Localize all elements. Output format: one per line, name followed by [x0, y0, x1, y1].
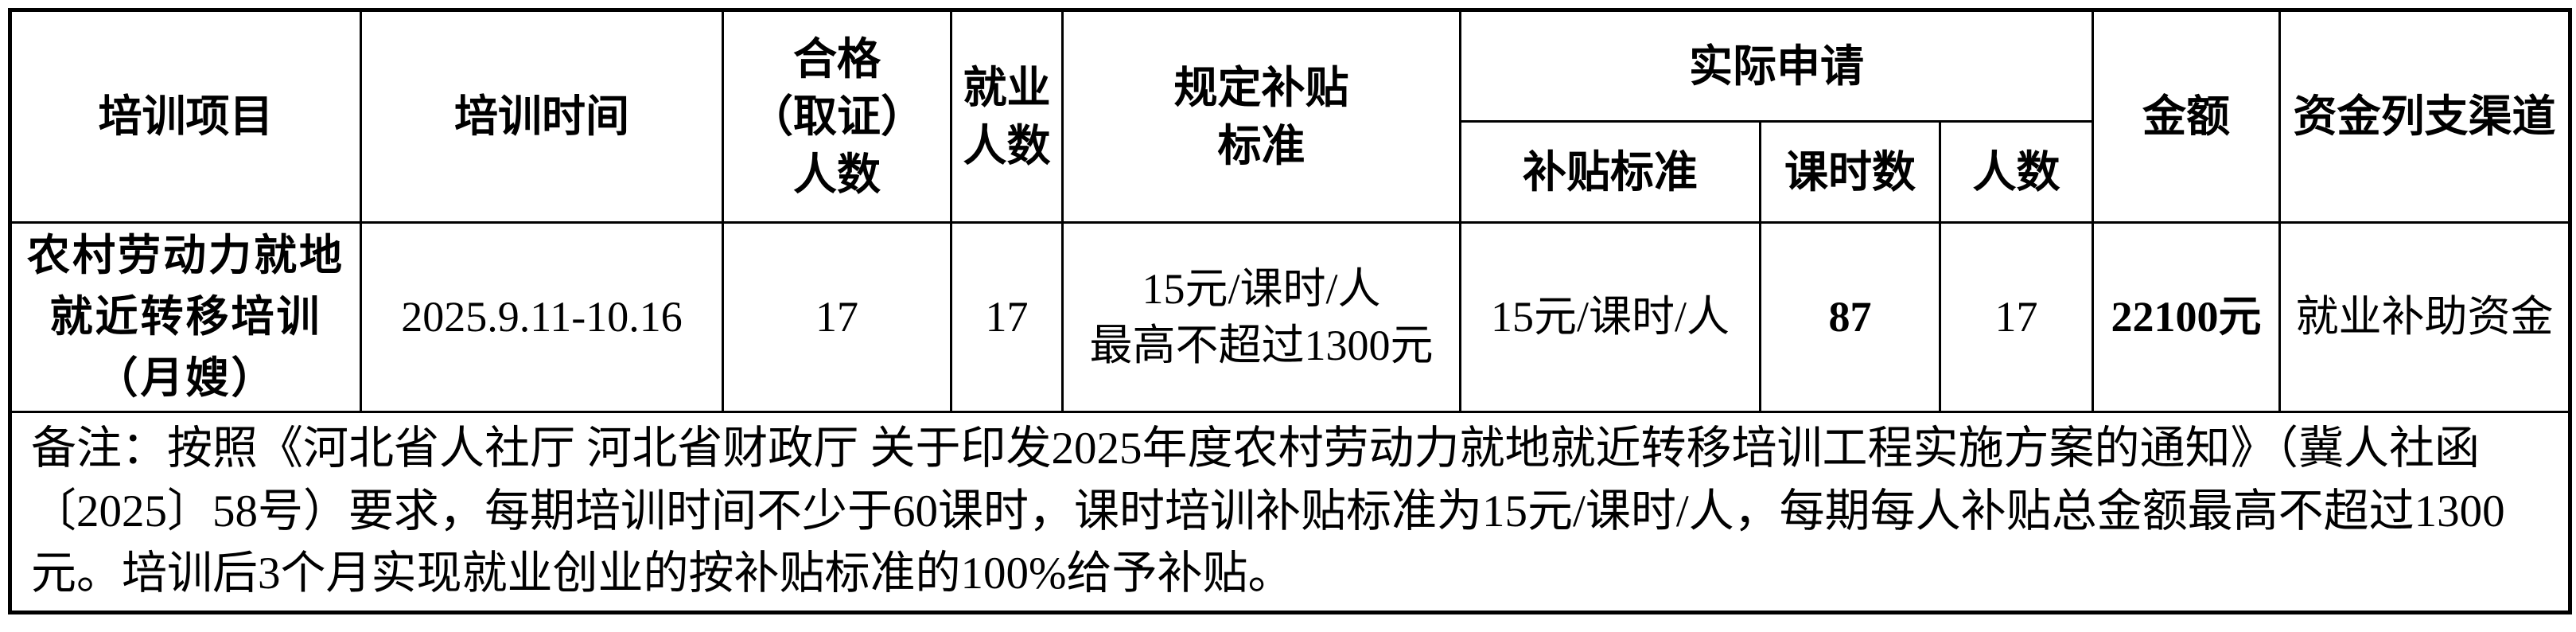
header-amount: 金额 — [2092, 9, 2282, 224]
cell-qualified-count: 17 — [722, 221, 952, 413]
cell-people-count: 17 — [1938, 221, 2095, 413]
header-qualified-count: 合格 （取证） 人数 — [722, 9, 952, 224]
header-people-count: 人数 — [1938, 120, 2095, 224]
cell-training-time: 2025.9.11-10.16 — [360, 221, 724, 413]
header-employed-count: 就业 人数 — [950, 9, 1064, 224]
header-subsidy-standard: 补贴标准 — [1459, 120, 1761, 224]
cell-funding-channel: 就业补助资金 — [2278, 221, 2572, 413]
cell-amount: 22100元 — [2092, 221, 2282, 413]
training-subsidy-table: 培训项目 培训时间 合格 （取证） 人数 就业 人数 规定补贴 标准 实际申请 … — [8, 8, 2573, 614]
header-training-project: 培训项目 — [9, 9, 362, 224]
cell-regulated-subsidy-standard: 15元/课时/人 最高不超过1300元 — [1061, 221, 1461, 413]
cell-class-hours: 87 — [1759, 221, 1941, 413]
cell-training-project: 农村劳动力就地 就近转移培训 （月嫂） — [9, 221, 362, 413]
header-training-time: 培训时间 — [360, 9, 724, 224]
header-funding-channel: 资金列支渠道 — [2278, 9, 2572, 224]
note-cell: 备注：按照《河北省人社厅 河北省财政厅 关于印发2025年度农村劳动力就地就近转… — [8, 411, 2572, 614]
header-regulated-subsidy-standard: 规定补贴 标准 — [1061, 9, 1461, 224]
header-class-hours: 课时数 — [1759, 120, 1941, 224]
header-actual-application: 实际申请 — [1458, 9, 2095, 123]
cell-subsidy-standard: 15元/课时/人 — [1459, 221, 1761, 413]
cell-employed-count: 17 — [950, 221, 1064, 413]
table-row: 农村劳动力就地 就近转移培训 （月嫂） 2025.9.11-10.16 17 1… — [9, 221, 2572, 413]
